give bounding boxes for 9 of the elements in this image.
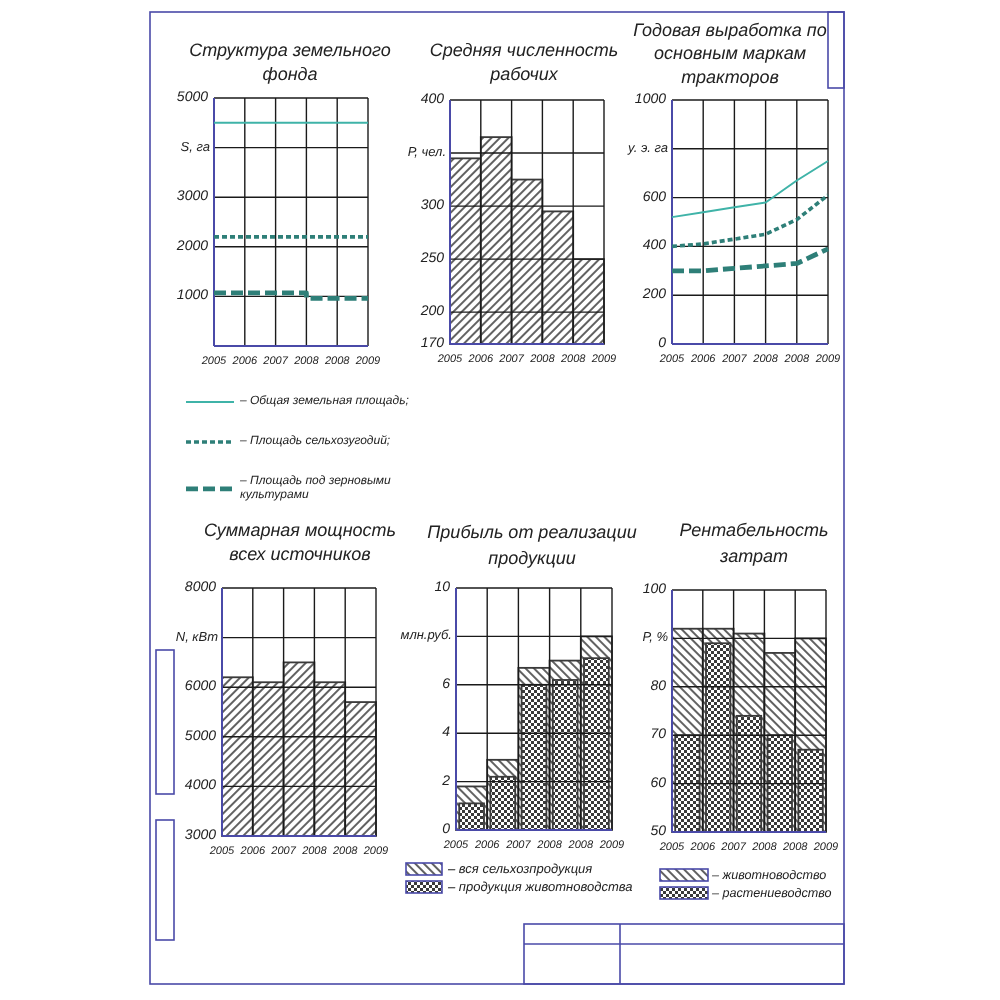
chart-title: Рентабельность затрат xyxy=(679,520,830,566)
chart-title: Суммарная мощность всех источников xyxy=(203,520,397,564)
chart-title: Средняя численность рабочих xyxy=(429,40,619,84)
chart-title: Структура земельного фонда xyxy=(189,40,391,84)
chart-title: Прибыль от реализации продукции xyxy=(427,522,637,568)
line-series xyxy=(671,160,829,219)
line-series xyxy=(669,246,831,274)
chart-title: Годовая выработка по основным маркам тракторов xyxy=(633,20,827,87)
line-series xyxy=(670,193,830,249)
